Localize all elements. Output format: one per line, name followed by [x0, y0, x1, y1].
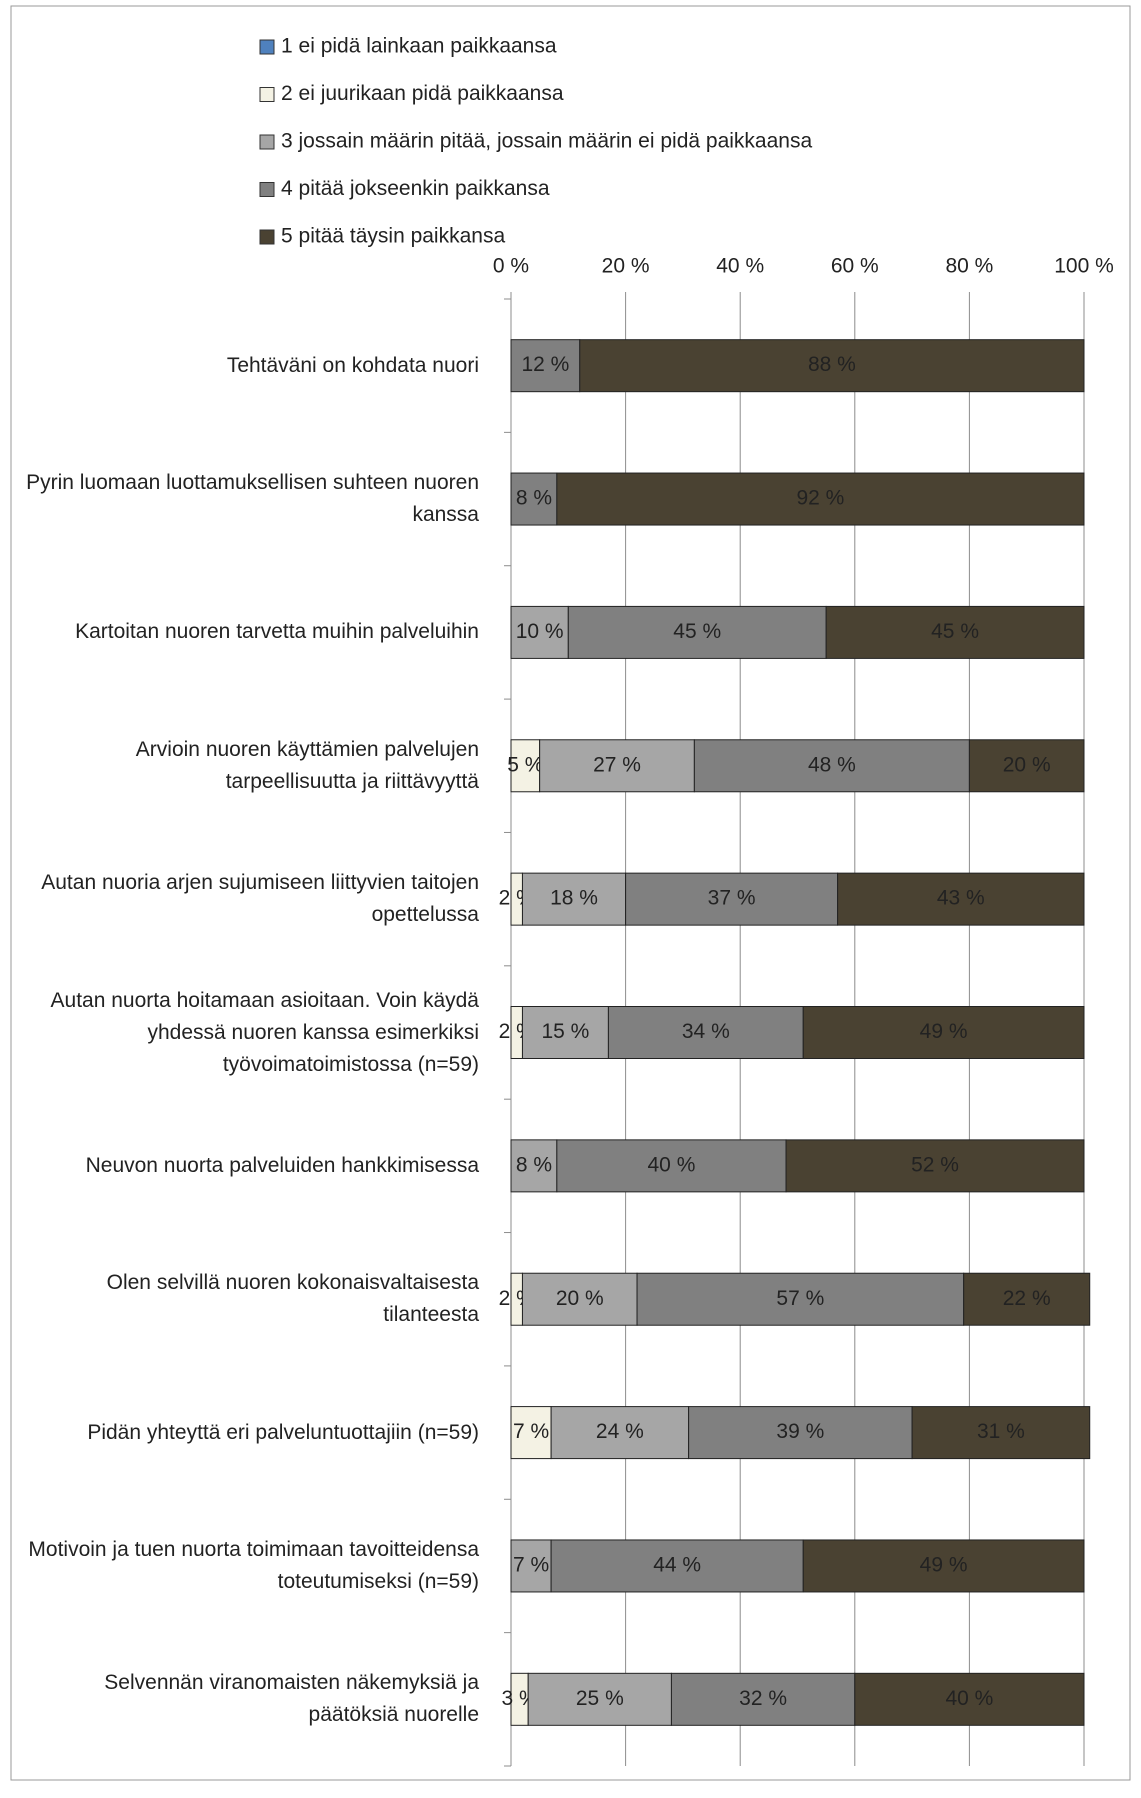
bar-segment: [636, 1272, 965, 1326]
bar-segment: [510, 339, 581, 393]
legend-swatch: [259, 87, 275, 102]
category-label: Neuvon nuorta palveluiden hankkimisessa: [85, 1153, 479, 1177]
data-label: 43 %: [937, 887, 985, 910]
category-label: Arvioin nuoren käyttämien palvelujen tar…: [135, 737, 479, 793]
data-label: 45 %: [931, 620, 979, 643]
category-label: Pyrin luomaan luottamuksellisen suhteen …: [26, 471, 479, 527]
data-label: 40 %: [648, 1153, 696, 1176]
data-label: 49 %: [920, 1554, 968, 1577]
bar-segment: [510, 1539, 552, 1593]
bar-segment: [521, 1006, 609, 1059]
data-label: 27 %: [593, 753, 641, 776]
data-label: 12 %: [521, 353, 569, 376]
data-label: 32 %: [739, 1687, 787, 1710]
data-label: 34 %: [682, 1020, 730, 1043]
bar-segment: [510, 739, 541, 793]
data-label: 7 %: [513, 1554, 549, 1577]
data-label: 92 %: [796, 487, 844, 510]
data-label: 52 %: [911, 1153, 959, 1176]
legend-swatch: [259, 39, 275, 55]
bar-segment: [510, 472, 558, 526]
x-tick-label: 80 %: [945, 255, 993, 278]
bar-segment: [510, 605, 569, 659]
data-label: 45 %: [673, 620, 721, 643]
chart-border: [10, 5, 1131, 1781]
legend-label: 2 ei juurikaan pidä paikkaansa: [281, 82, 564, 105]
data-label: 37 %: [708, 887, 756, 910]
data-label: 25 %: [576, 1687, 624, 1710]
data-label: 44 %: [653, 1554, 701, 1577]
bar-segment: [802, 1539, 1085, 1593]
data-label: 20 %: [556, 1287, 604, 1310]
bar-segment: [539, 739, 695, 793]
data-label: 88 %: [808, 353, 856, 376]
legend-swatch: [259, 134, 275, 150]
bar-segment: [911, 1406, 1091, 1460]
bar-segment: [693, 739, 970, 793]
bar-segment: [670, 1672, 856, 1726]
x-tick-label: 20 %: [602, 255, 650, 278]
bar-segment: [510, 1406, 552, 1460]
bar-segment: [556, 472, 1085, 526]
data-label: 40 %: [945, 1687, 993, 1710]
bar-segment: [550, 1406, 690, 1460]
data-label: 57 %: [776, 1287, 824, 1310]
legend-swatch: [259, 182, 275, 197]
data-label: 22 %: [1003, 1287, 1051, 1310]
data-label: 39 %: [776, 1420, 824, 1443]
category-label: Olen selvillä nuoren kokonaisvaltaisesta…: [106, 1271, 479, 1327]
category-label: Autan nuorta hoitamaan asioitaan. Voin k…: [50, 988, 479, 1076]
category-label: Pidän yhteyttä eri palveluntuottajiin (n…: [87, 1420, 479, 1444]
bar-segment: [527, 1672, 672, 1726]
data-label: 10 %: [516, 620, 564, 643]
bar-segment: [968, 739, 1085, 793]
bar-segment: [607, 1006, 804, 1059]
data-label: 48 %: [808, 753, 856, 776]
data-label: 15 %: [541, 1020, 589, 1043]
bar-segment: [785, 1139, 1085, 1193]
data-label: 7 %: [513, 1420, 549, 1443]
x-tick-label: 0 %: [493, 255, 529, 278]
category-label: Motivoin ja tuen nuorta toimimaan tavoit…: [28, 1537, 479, 1593]
x-tick-label: 40 %: [716, 255, 764, 278]
bar-segment: [510, 1139, 558, 1193]
data-label: 31 %: [977, 1420, 1025, 1443]
bar-segment: [837, 872, 1085, 926]
bar-segment: [579, 339, 1085, 393]
x-tick-label: 100 %: [1054, 255, 1114, 278]
data-label: 5 %: [507, 753, 543, 776]
data-label: 24 %: [596, 1420, 644, 1443]
bar-segment: [550, 1539, 804, 1593]
bar-segment: [567, 605, 827, 659]
bar-segment: [802, 1006, 1085, 1059]
bar-segment: [688, 1406, 913, 1460]
bar-segment: [521, 1272, 638, 1326]
legend-label: 4 pitää jokseenkin paikkansa: [281, 177, 550, 200]
category-label: Selvennän viranomaisten näkemyksiä ja pä…: [104, 1671, 479, 1727]
category-label: Tehtäväni on kohdata nuori: [226, 353, 479, 377]
legend-label: 3 jossain määrin pitää, jossain määrin e…: [281, 130, 812, 153]
category-label: Autan nuoria arjen sujumiseen liittyvien…: [41, 871, 479, 927]
category-label: Kartoitan nuoren tarvetta muihin palvelu…: [75, 620, 479, 644]
bar-segment: [825, 605, 1085, 659]
x-tick-label: 60 %: [831, 255, 879, 278]
data-label: 8 %: [516, 1153, 552, 1176]
legend-label: 1 ei pidä lainkaan paikkaansa: [281, 35, 557, 58]
bar-segment: [963, 1272, 1091, 1326]
data-label: 18 %: [550, 887, 598, 910]
bar-segment: [854, 1672, 1085, 1726]
legend-label: 5 pitää täysin paikkansa: [281, 225, 505, 248]
legend-swatch: [259, 229, 275, 245]
data-label: 20 %: [1003, 753, 1051, 776]
data-label: 8 %: [516, 487, 552, 510]
data-label: 49 %: [920, 1020, 968, 1043]
